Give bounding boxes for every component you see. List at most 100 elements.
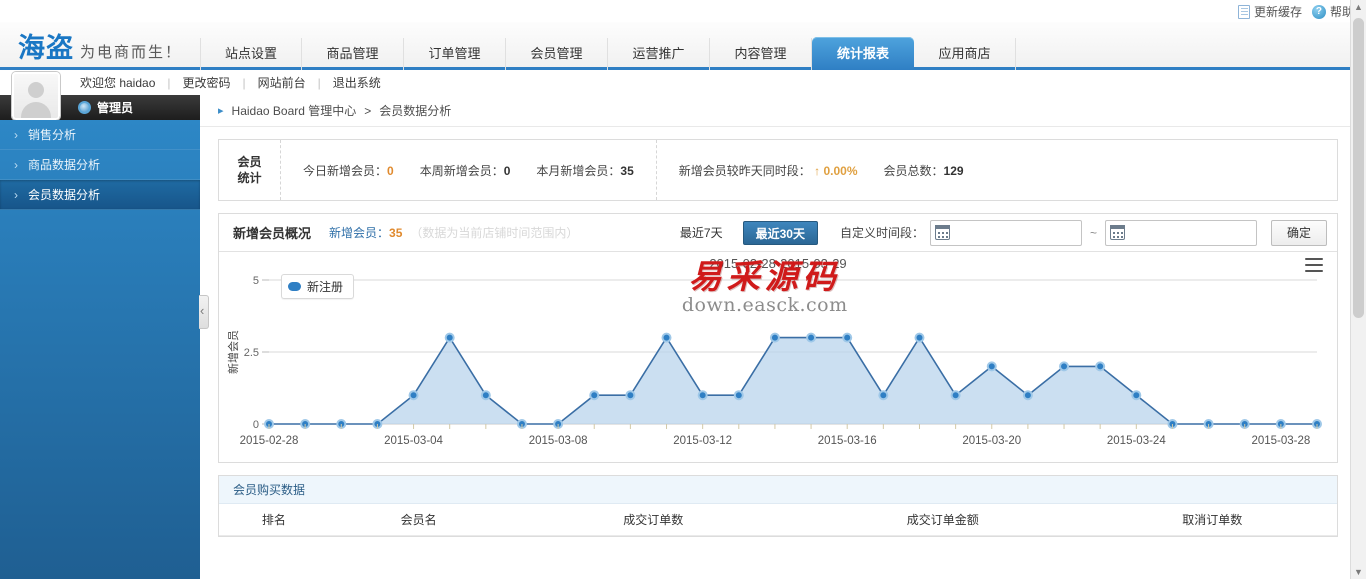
chart-data-point[interactable] xyxy=(589,390,600,401)
stat-compare-value: 0.00% xyxy=(823,163,858,178)
update-cache-button[interactable]: 更新缓存 xyxy=(1237,3,1302,20)
chart-data-point[interactable] xyxy=(950,390,961,401)
chart-data-point[interactable] xyxy=(661,332,672,343)
sidebar-item-sales-analysis[interactable]: 销售分析 xyxy=(0,120,200,150)
chart-data-point[interactable] xyxy=(914,332,925,343)
new-members-area-chart: 0 2.5 5 新增会员 2015-02-28 2015-03-04 2015-03-08 2… xyxy=(226,275,1322,447)
svg-text:0: 0 xyxy=(253,419,259,431)
stat-week-value: 0 xyxy=(503,163,511,178)
chart-subtotal: 新增会员：35 xyxy=(329,224,402,241)
chart-data-point[interactable] xyxy=(806,332,817,343)
chart-data-point[interactable] xyxy=(480,390,491,401)
svg-text:5: 5 xyxy=(253,275,259,287)
member-stats-row: 会员 统计 今日新增会员：0 本周新增会员：0 本月新增会员：35 新增会员较昨… xyxy=(219,140,1337,200)
chart-data-point[interactable] xyxy=(697,390,708,401)
stat-total-label: 会员总数： xyxy=(883,163,944,178)
link-separator: | xyxy=(242,75,246,90)
help-button[interactable]: ? 帮助 xyxy=(1311,3,1354,20)
svg-text:2015-03-08: 2015-03-08 xyxy=(529,435,588,447)
welcome-label: 欢迎您 haidao xyxy=(80,76,156,90)
tab-member-management[interactable]: 会员管理 xyxy=(506,38,608,70)
svg-text:2015-03-16: 2015-03-16 xyxy=(818,435,877,447)
tab-statistics-reports[interactable]: 统计报表 xyxy=(812,37,914,70)
sidebar: 销售分析 商品数据分析 会员数据分析 xyxy=(0,120,200,579)
link-separator: | xyxy=(317,75,321,90)
svg-text:2015-03-24: 2015-03-24 xyxy=(1107,435,1166,447)
brand-slogan: 为电商而生！ xyxy=(80,43,183,61)
stat-week-label: 本周新增会员： xyxy=(419,163,504,178)
scrollbar-thumb[interactable] xyxy=(1353,18,1364,318)
breadcrumb-current: 会员数据分析 xyxy=(379,104,452,118)
date-from-input[interactable] xyxy=(929,219,1082,246)
chart-data-point[interactable] xyxy=(1022,390,1033,401)
stat-compare-label: 新增会员较昨天同时段： xyxy=(678,163,811,178)
scroll-up-arrow-icon[interactable]: ▲ xyxy=(1354,2,1363,12)
column-header-order-count: 成交订单数 xyxy=(623,513,684,527)
svg-text:2015-02-28: 2015-02-28 xyxy=(240,435,299,447)
chart-data-point[interactable] xyxy=(444,332,455,343)
stat-today-value: 0 xyxy=(387,163,394,178)
brand-logo[interactable]: 海盗 为电商而生！ xyxy=(18,26,182,65)
legend-color-swatch xyxy=(288,282,301,291)
stat-today: 今日新增会员：0 xyxy=(303,162,394,179)
purchase-data-panel: 会员购买数据 排名 会员名 成交订单数 成交订单金额 取消订单数 xyxy=(218,475,1338,537)
avatar[interactable] xyxy=(12,72,60,120)
stats-group-comparison: 新增会员较昨天同时段： ↑ 0.00% 会员总数：129 xyxy=(657,140,986,200)
tab-order-management[interactable]: 订单管理 xyxy=(404,38,506,70)
stats-group-new-members: 今日新增会员：0 本周新增会员：0 本月新增会员：35 xyxy=(281,140,657,200)
chart-menu-icon[interactable] xyxy=(1305,258,1323,272)
new-members-chart-panel: 新增会员概况 新增会员：35 （数据为当前店铺时间范围内） 最近7天 最近30天… xyxy=(218,213,1338,463)
chart-toolbar: 新增会员概况 新增会员：35 （数据为当前店铺时间范围内） 最近7天 最近30天… xyxy=(219,214,1337,252)
svg-text:新增会员: 新增会员 xyxy=(226,330,240,374)
tab-product-management[interactable]: 商品管理 xyxy=(302,38,404,70)
change-password-link[interactable]: 更改密码 xyxy=(182,76,231,90)
scroll-down-arrow-icon[interactable]: ▼ xyxy=(1354,567,1363,577)
chart-data-point[interactable] xyxy=(986,361,997,372)
sidebar-item-product-data-analysis[interactable]: 商品数据分析 xyxy=(0,150,200,180)
chart-data-point[interactable] xyxy=(1131,390,1142,401)
chart-data-point[interactable] xyxy=(842,332,853,343)
chart-legend-item-new-registrations[interactable]: 新注册 xyxy=(281,274,355,299)
chart-data-point[interactable] xyxy=(625,390,636,401)
chart-subtotal-value: 35 xyxy=(389,226,403,240)
chart-data-point[interactable] xyxy=(408,390,419,401)
logout-link[interactable]: 退出系统 xyxy=(332,76,381,90)
range-button-7-days[interactable]: 最近7天 xyxy=(679,225,723,240)
page-scrollbar[interactable]: ▲ ▼ xyxy=(1350,0,1366,579)
chart-container: 2015-02-28-2015-03-29 易采源码 down.easck.co… xyxy=(219,252,1337,462)
chart-data-point[interactable] xyxy=(1095,361,1106,372)
tab-operations-promotion[interactable]: 运营推广 xyxy=(608,38,710,70)
user-links: 欢迎您 haidao | 更改密码 | 网站前台 | 退出系统 xyxy=(68,74,393,91)
range-button-30-days[interactable]: 最近30天 xyxy=(742,220,818,245)
column-header-order-amount: 成交订单金额 xyxy=(906,513,979,527)
chart-hint-text: （数据为当前店铺时间范围内） xyxy=(410,226,579,240)
tab-app-store[interactable]: 应用商店 xyxy=(914,38,1016,70)
help-label: 帮助 xyxy=(1329,5,1354,19)
sidebar-item-member-data-analysis[interactable]: 会员数据分析 xyxy=(0,180,200,210)
top-utility-actions: 更新缓存 ? 帮助 xyxy=(1237,3,1354,20)
date-range-tilde: ~ xyxy=(1089,225,1097,240)
tab-site-settings[interactable]: 站点设置 xyxy=(200,38,302,70)
breadcrumb-separator: > xyxy=(364,103,372,118)
avatar-head xyxy=(28,82,44,98)
breadcrumb: ▸ Haidao Board 管理中心 > 会员数据分析 xyxy=(200,95,1366,127)
stats-section-label: 会员 统计 xyxy=(219,140,281,200)
stat-compare: 新增会员较昨天同时段： ↑ 0.00% xyxy=(679,162,858,179)
sidebar-collapse-handle[interactable] xyxy=(199,295,209,329)
update-cache-label: 更新缓存 xyxy=(1253,5,1302,19)
main-nav-tabs: 站点设置 商品管理 订单管理 会员管理 运营推广 内容管理 统计报表 应用商店 xyxy=(200,22,1016,70)
chart-data-point[interactable] xyxy=(878,390,889,401)
site-front-link[interactable]: 网站前台 xyxy=(257,76,306,90)
svg-text:2015-03-28: 2015-03-28 xyxy=(1251,435,1310,447)
column-header-rank: 排名 xyxy=(261,513,286,527)
chart-data-point[interactable] xyxy=(733,390,744,401)
breadcrumb-root[interactable]: Haidao Board 管理中心 xyxy=(231,104,357,118)
tab-content-management[interactable]: 内容管理 xyxy=(710,38,812,70)
chart-data-point[interactable] xyxy=(769,332,780,343)
purchase-data-header-row: 排名 会员名 成交订单数 成交订单金额 取消订单数 xyxy=(219,504,1337,536)
date-to-input[interactable] xyxy=(1105,219,1257,246)
stat-month-label: 本月新增会员： xyxy=(536,163,621,178)
svg-text:2015-03-12: 2015-03-12 xyxy=(673,435,732,447)
confirm-button[interactable]: 确定 xyxy=(1271,219,1327,246)
chart-data-point[interactable] xyxy=(1059,361,1070,372)
